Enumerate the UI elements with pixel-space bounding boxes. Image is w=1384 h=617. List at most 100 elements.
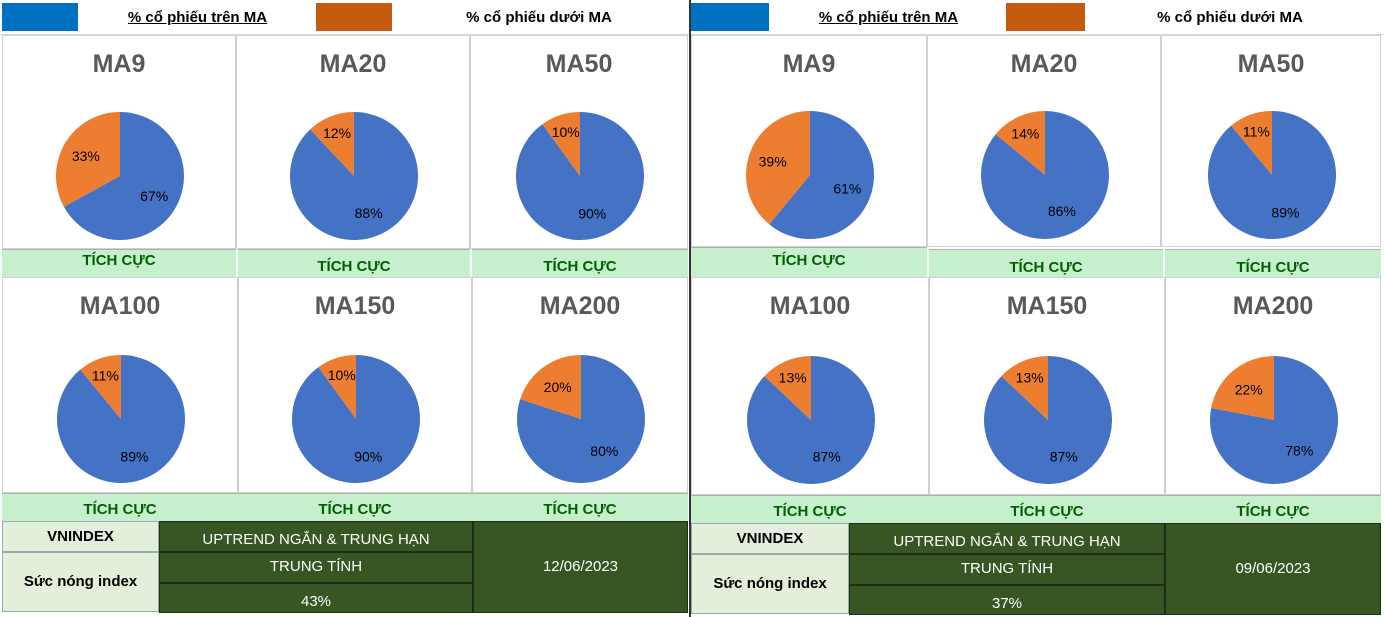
status-label: TÍCH CỰC xyxy=(1165,495,1381,523)
chart-title: MA150 xyxy=(1006,292,1088,320)
chart-cell: MA9 61% 39% xyxy=(691,35,927,247)
pie-label-above: 80% xyxy=(590,443,618,459)
pie-chart: 87% 13% xyxy=(984,356,1112,484)
pie-slice-below xyxy=(746,111,810,225)
chart-cell: MA100 87% 13% xyxy=(691,277,929,495)
chart-title: MA50 xyxy=(545,50,613,78)
vnindex-label: VNINDEX xyxy=(691,523,849,554)
heat-label: Sức nóng index xyxy=(2,552,159,612)
pie-slice-above xyxy=(57,355,186,484)
legend-label-above: % cổ phiếu trên MA xyxy=(127,9,268,26)
chart-title: MA50 xyxy=(1237,50,1305,78)
status-label: TÍCH CỰC xyxy=(929,249,1163,277)
chart-cell: MA150 90% 10% xyxy=(238,277,472,493)
legend: % cổ phiếu trên MA % cổ phiếu dưới MA xyxy=(691,0,1384,35)
pie-chart: 78% 22% xyxy=(1210,356,1338,484)
chart-title: MA200 xyxy=(539,292,621,320)
legend-swatch-above xyxy=(691,3,769,31)
pie-label-below: 13% xyxy=(779,370,807,386)
pie-chart: 86% 14% xyxy=(981,111,1109,239)
status-label: TÍCH CỰC xyxy=(2,249,236,277)
chart-cell: MA100 89% 11% xyxy=(2,277,238,493)
pie-label-above: 67% xyxy=(140,188,168,204)
date-value: 09/06/2023 xyxy=(1165,523,1381,615)
pie-label-below: 14% xyxy=(1011,125,1039,141)
pie-slice-below xyxy=(56,112,120,207)
pie-label-below: 11% xyxy=(92,368,119,384)
pie-label-above: 90% xyxy=(578,206,606,222)
pie-slice-below xyxy=(1001,356,1048,420)
pie-chart: 61% 39% xyxy=(746,111,874,240)
status-label: TÍCH CỰC xyxy=(929,495,1165,523)
chart-title: MA100 xyxy=(769,292,851,320)
pie-chart: 90% 10% xyxy=(516,112,644,240)
chart-cell: MA20 88% 12% xyxy=(236,35,470,249)
trend-value: UPTREND NGẮN & TRUNG HẠN xyxy=(159,521,473,552)
status-label: TÍCH CỰC xyxy=(1165,249,1381,277)
pie-chart: 89% 11% xyxy=(1208,111,1336,240)
pie-slice-above xyxy=(63,112,185,240)
pie-slice-below xyxy=(80,355,121,419)
chart-cell: MA50 90% 10% xyxy=(470,35,688,249)
status-label: TÍCH CỰC xyxy=(472,493,688,521)
pie-label-below: 22% xyxy=(1235,381,1263,397)
pie-label-below: 33% xyxy=(72,148,100,164)
panel-left: % cổ phiếu trên MA % cổ phiếu dưới MA MA… xyxy=(0,0,691,617)
chart-title: MA200 xyxy=(1232,292,1314,320)
pie-label-above: 61% xyxy=(833,180,861,196)
pie-slice-below xyxy=(542,112,580,176)
chart-title: MA150 xyxy=(314,292,396,320)
pie-chart: 90% 10% xyxy=(292,355,420,483)
trend-value: UPTREND NGẮN & TRUNG HẠN xyxy=(849,523,1165,554)
pie-label-above: 89% xyxy=(120,448,148,464)
pie-label-below: 11% xyxy=(1243,124,1270,140)
chart-title: MA100 xyxy=(79,292,161,320)
pie-slice-below xyxy=(1231,111,1272,175)
panel-right: % cổ phiếu trên MA % cổ phiếu dưới MA MA… xyxy=(691,0,1384,617)
pie-label-above: 78% xyxy=(1285,443,1313,459)
chart-title: MA9 xyxy=(92,50,146,78)
legend-swatch-below xyxy=(316,3,392,31)
pie-chart: 67% 33% xyxy=(56,112,185,240)
chart-title: MA20 xyxy=(319,50,387,78)
pie-slice-above xyxy=(769,111,874,240)
status-label: TÍCH CỰC xyxy=(238,249,470,277)
chart-cell: MA200 80% 20% xyxy=(472,277,688,493)
status-label: TÍCH CỰC xyxy=(472,249,688,277)
pie-chart: 89% 11% xyxy=(57,355,186,484)
vnindex-label: VNINDEX xyxy=(2,521,159,552)
legend-label-above: % cổ phiếu trên MA xyxy=(818,9,959,26)
date-value: 12/06/2023 xyxy=(473,521,688,613)
chart-title: MA9 xyxy=(782,50,836,78)
status-label: TÍCH CỰC xyxy=(691,247,927,277)
status-label: TÍCH CỰC xyxy=(238,493,472,521)
heat-value: 37% xyxy=(849,585,1165,615)
pie-label-above: 89% xyxy=(1271,204,1299,220)
pie-slice-below xyxy=(1211,356,1274,420)
chart-cell: MA50 89% 11% xyxy=(1161,35,1381,247)
pie-label-below: 13% xyxy=(1016,370,1044,386)
legend-swatch-below xyxy=(1006,3,1085,31)
chart-cell: MA20 86% 14% xyxy=(927,35,1161,247)
state-value: TRUNG TÍNH xyxy=(159,552,473,583)
pie-label-below: 20% xyxy=(544,379,572,395)
legend-label-below: % cổ phiếu dưới MA xyxy=(1157,9,1303,26)
chart-cell: MA200 78% 22% xyxy=(1165,277,1381,495)
pie-slice-below xyxy=(310,112,354,176)
pie-label-above: 86% xyxy=(1048,203,1076,219)
legend-label-below: % cổ phiếu dưới MA xyxy=(466,9,612,26)
pie-slice-below xyxy=(520,355,581,419)
pie-label-below: 10% xyxy=(328,367,356,383)
pie-label-above: 88% xyxy=(355,205,383,221)
pie-slice-below xyxy=(995,111,1045,175)
pie-label-above: 87% xyxy=(1050,448,1078,464)
status-label: TÍCH CỰC xyxy=(2,493,238,521)
legend-swatch-above xyxy=(2,3,78,31)
pie-label-above: 90% xyxy=(354,449,382,465)
chart-title: MA20 xyxy=(1010,50,1078,78)
pie-chart: 88% 12% xyxy=(290,112,418,241)
heat-label: Sức nóng index xyxy=(691,554,849,614)
chart-cell: MA9 67% 33% xyxy=(2,35,236,249)
state-value: TRUNG TÍNH xyxy=(849,554,1165,585)
pie-chart: 87% 13% xyxy=(747,356,875,484)
